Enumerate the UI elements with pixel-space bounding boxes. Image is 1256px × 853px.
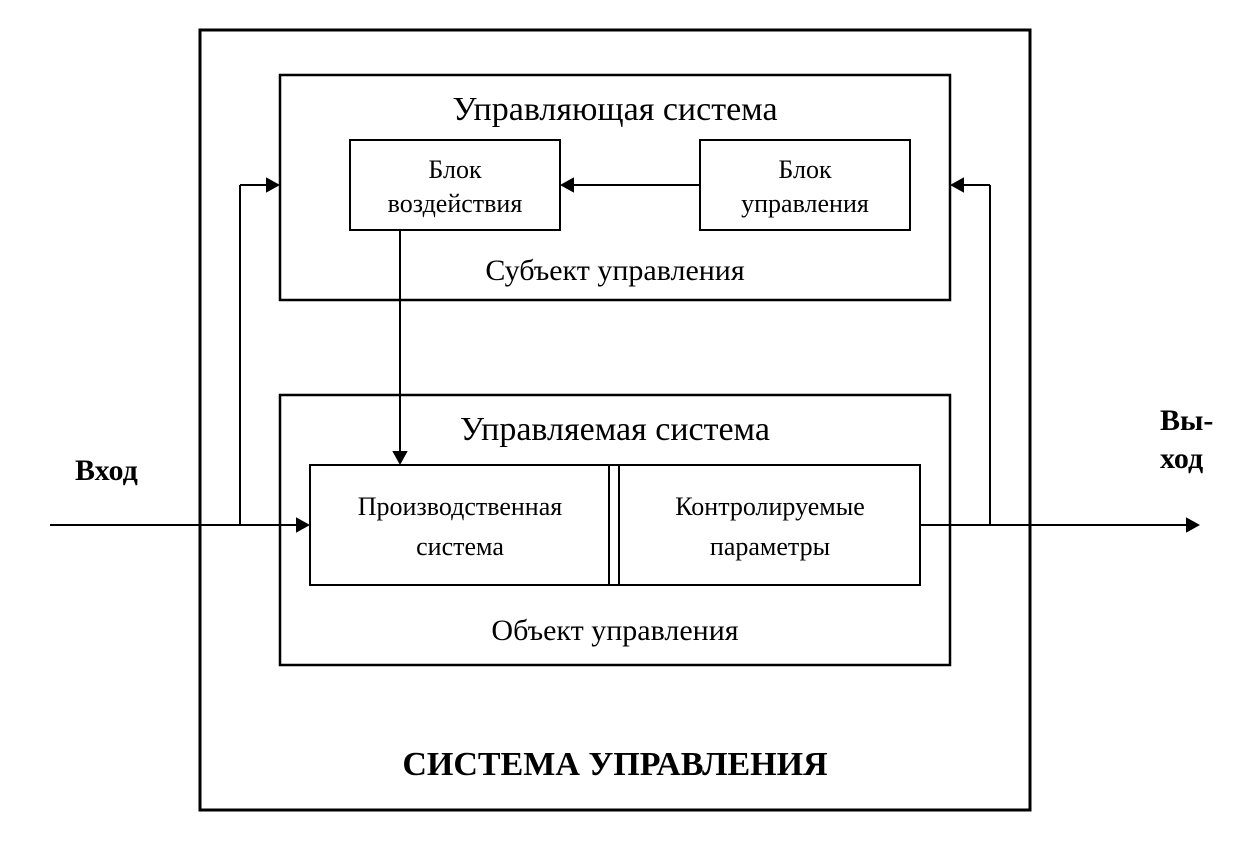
- arrow-output: [1186, 517, 1200, 532]
- prod-system-line1: Производственная: [358, 492, 562, 521]
- prod-system-line2: система: [416, 532, 504, 561]
- system-title: СИСТЕМА УПРАВЛЕНИЯ: [402, 746, 827, 783]
- action-block-line1: Блок: [428, 155, 482, 184]
- upper-title: Управляющая система: [452, 91, 777, 128]
- control-block-line1: Блок: [778, 155, 832, 184]
- output-label-2: ход: [1160, 442, 1203, 475]
- controlled-params-line2: параметры: [710, 532, 830, 561]
- lower-inner-frame: [310, 465, 920, 585]
- action-block-line2: воздействия: [388, 189, 523, 218]
- lower-subtitle: Объект управления: [491, 614, 738, 647]
- output-label-1: Вы-: [1160, 404, 1213, 437]
- upper-subtitle: Субъект управления: [485, 254, 745, 287]
- input-label: Вход: [75, 454, 138, 487]
- control-block-line2: управления: [741, 189, 869, 218]
- controlled-params-line1: Контролируемые: [675, 492, 865, 521]
- lower-title: Управляемая система: [460, 411, 770, 448]
